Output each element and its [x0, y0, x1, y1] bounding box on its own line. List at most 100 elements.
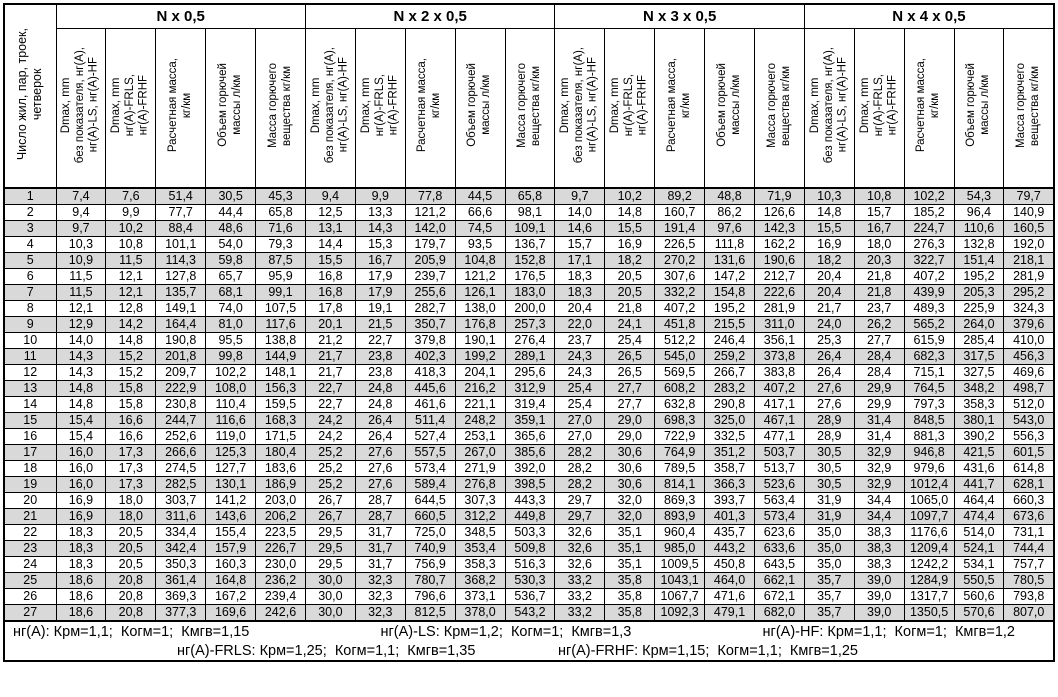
data-cell: 110,6 — [953, 220, 1005, 237]
data-cell: 35,0 — [803, 556, 855, 573]
data-cell: 848,5 — [903, 412, 955, 429]
row-number-cell: 8 — [3, 300, 57, 317]
data-cell: 226,5 — [654, 236, 706, 253]
row-number-cell: 27 — [3, 604, 57, 622]
row-number-cell: 17 — [3, 444, 57, 461]
column-header-cell: Масса горючего вещества кг/км — [1003, 27, 1055, 189]
data-cell: 556,3 — [1003, 428, 1055, 445]
data-cell: 30,5 — [803, 444, 855, 461]
data-cell: 89,2 — [654, 187, 706, 205]
data-cell: 19,1 — [354, 300, 406, 317]
data-cell: 348,2 — [953, 380, 1005, 397]
data-cell: 215,5 — [704, 316, 755, 333]
data-cell: 740,9 — [404, 540, 456, 557]
data-cell: 439,9 — [903, 284, 955, 301]
data-cell: 29,5 — [304, 556, 356, 573]
row-number-cell: 4 — [3, 236, 57, 253]
data-cell: 1209,4 — [903, 540, 955, 557]
data-cell: 176,5 — [504, 268, 556, 285]
data-cell: 589,4 — [404, 476, 456, 493]
data-cell: 322,7 — [903, 252, 955, 269]
data-cell: 14,0 — [554, 204, 606, 221]
column-header-label: Расчетная масса, кг/км — [416, 58, 443, 153]
data-cell: 266,6 — [155, 444, 207, 461]
data-cell: 26,7 — [304, 508, 356, 525]
data-cell: 392,0 — [504, 460, 556, 477]
data-cell: 33,2 — [554, 572, 606, 589]
data-cell: 236,2 — [255, 572, 306, 589]
data-cell: 183,6 — [255, 460, 306, 477]
data-cell: 673,6 — [1003, 508, 1055, 525]
data-cell: 242,6 — [255, 604, 306, 622]
data-cell: 156,3 — [255, 380, 306, 397]
data-cell: 431,6 — [953, 460, 1005, 477]
data-cell: 27,6 — [354, 476, 406, 493]
data-cell: 35,8 — [604, 588, 656, 605]
data-cell: 1317,7 — [903, 588, 955, 605]
data-cell: 380,1 — [953, 412, 1005, 429]
data-cell: 398,5 — [504, 476, 556, 493]
data-cell: 21,8 — [604, 300, 656, 317]
data-cell: 107,5 — [255, 300, 306, 317]
table-row: 2 9,4 9,9 77,7 44,4 65,8 12,5 13,3 121,2 66,6 98,1… — [3, 204, 1055, 221]
data-cell: 30,6 — [604, 476, 656, 493]
data-cell: 282,5 — [155, 476, 207, 493]
data-cell: 512,2 — [654, 332, 706, 349]
data-cell: 21,8 — [853, 284, 905, 301]
data-cell: 402,3 — [404, 348, 456, 365]
data-cell: 467,1 — [753, 412, 805, 429]
data-cell: 615,9 — [903, 332, 955, 349]
data-cell: 477,1 — [753, 428, 805, 445]
table-row: 7 11,5 12,1 135,7 68,1 99,1 16,8 17,9 255,6 126,1… — [3, 284, 1055, 301]
data-cell: 14,8 — [55, 396, 107, 413]
data-cell: 22,7 — [354, 332, 406, 349]
data-cell: 643,5 — [753, 556, 805, 573]
data-cell: 365,6 — [504, 428, 556, 445]
data-cell: 358,7 — [704, 460, 755, 477]
column-header-label: Масса горючего вещества кг/км — [765, 62, 792, 148]
data-cell: 1065,0 — [903, 492, 955, 509]
data-cell: 32,3 — [354, 604, 406, 622]
data-cell: 359,1 — [504, 412, 556, 429]
data-cell: 563,4 — [753, 492, 805, 509]
data-cell: 20,5 — [105, 524, 157, 541]
data-cell: 160,7 — [654, 204, 706, 221]
data-cell: 18,3 — [55, 524, 107, 541]
data-cell: 26,5 — [604, 348, 656, 365]
data-cell: 14,4 — [304, 236, 356, 253]
data-cell: 45,3 — [255, 187, 306, 205]
data-cell: 160,3 — [205, 556, 257, 573]
data-cell: 201,8 — [155, 348, 207, 365]
data-cell: 77,8 — [404, 187, 456, 205]
data-cell: 17,3 — [105, 476, 157, 493]
data-cell: 26,5 — [604, 364, 656, 381]
data-cell: 16,9 — [55, 492, 107, 509]
data-cell: 110,4 — [205, 396, 257, 413]
data-cell: 27,7 — [853, 332, 905, 349]
data-cell: 14,3 — [55, 348, 107, 365]
data-cell: 15,7 — [554, 236, 606, 253]
data-cell: 29,7 — [554, 508, 606, 525]
data-cell: 28,4 — [853, 364, 905, 381]
corner-header: Число жил, пар, троек, четверок — [3, 3, 57, 189]
data-cell: 461,6 — [404, 396, 456, 413]
data-cell: 30,0 — [304, 572, 356, 589]
data-cell: 205,3 — [953, 284, 1005, 301]
data-cell: 20,5 — [105, 556, 157, 573]
data-cell: 39,0 — [853, 604, 905, 622]
data-cell: 21,7 — [803, 300, 855, 317]
data-cell: 946,8 — [903, 444, 955, 461]
data-cell: 325,0 — [704, 412, 755, 429]
coef-ngA-LS: нг(А)-LS: Крм=1,2; Когм=1; Кмгв=1,3 — [380, 623, 632, 640]
data-cell: 28,9 — [803, 428, 855, 445]
data-cell: 151,4 — [953, 252, 1005, 269]
data-cell: 10,2 — [105, 220, 157, 237]
data-cell: 65,7 — [205, 268, 257, 285]
data-cell: 573,4 — [753, 508, 805, 525]
column-header-label: Расчетная масса, кг/км — [665, 58, 692, 153]
data-cell: 660,5 — [404, 508, 456, 525]
data-cell: 15,5 — [803, 220, 855, 237]
data-cell: 573,4 — [404, 460, 456, 477]
data-cell: 10,3 — [55, 236, 107, 253]
data-cell: 289,1 — [504, 348, 556, 365]
